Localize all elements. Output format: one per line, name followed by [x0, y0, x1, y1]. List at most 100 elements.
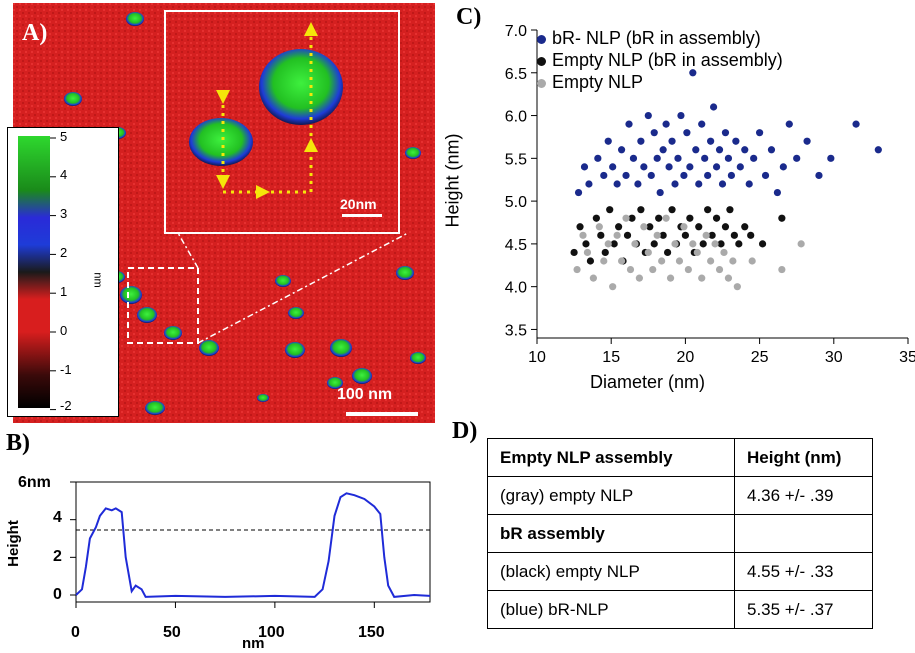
scatter-point-series-2 [649, 265, 657, 274]
scatter-point-series-1 [659, 231, 667, 239]
scatter-point-series-0 [736, 163, 744, 171]
zoom-inset [164, 10, 400, 234]
scatter-point-series-2 [689, 240, 697, 248]
scatter-point-series-1 [704, 206, 712, 214]
panel-letter-b: B) [6, 430, 30, 456]
scatter-point-series-0 [701, 154, 709, 162]
scatter-point-series-0 [671, 180, 679, 188]
colorbar-tick: 1 [60, 284, 68, 299]
scatter-point-series-1 [778, 214, 786, 222]
scatter-point-series-2 [589, 274, 597, 282]
scatter-point-series-0 [695, 180, 703, 188]
table-cell: (black) empty NLP [487, 552, 735, 591]
scatter-point-series-2 [748, 257, 756, 265]
scatter-point-series-2 [640, 223, 648, 231]
profile-path [221, 27, 313, 194]
table-row: bR assembly [487, 514, 873, 553]
scatter-point-series-0 [815, 171, 823, 180]
table-row: Empty NLP assembly Height (nm) [487, 438, 873, 477]
colorbar-tick: -2 [60, 398, 72, 413]
scatter-point-series-1 [628, 214, 636, 222]
scatter-point-series-2 [622, 214, 630, 222]
particle [137, 307, 157, 323]
zoom-region-box [127, 267, 199, 344]
scatter-y-tick: 7.0 [505, 23, 527, 40]
panel-letter-c: C) [456, 4, 482, 30]
scatter-point-series-0 [732, 137, 740, 145]
colorbar-tick: 5 [60, 129, 68, 144]
profile-x-tick: 0 [71, 624, 80, 641]
legend-label: Empty NLP [552, 72, 644, 92]
path-arrowheads [216, 22, 318, 199]
scatter-point-series-2 [720, 248, 728, 257]
scatter-y-tick: 5.5 [505, 151, 527, 168]
scatter-point-series-2 [595, 223, 603, 231]
scatter-ylabel: Height (nm) [442, 133, 463, 228]
scatter-point-series-2 [666, 274, 675, 282]
scatter-point-series-2 [573, 265, 581, 274]
scatter-point-series-1 [597, 231, 605, 239]
scatter-point-series-1 [582, 240, 590, 248]
scatter-x-tick: 15 [602, 349, 620, 366]
scatter-point-series-0 [622, 171, 630, 180]
scatter-point-series-0 [785, 120, 793, 128]
scatter-y-tick: 6.5 [505, 66, 527, 83]
particle [275, 275, 291, 287]
particle [164, 326, 182, 340]
profile-ylabel: Height [4, 520, 22, 567]
scatter-point-series-2 [693, 248, 701, 257]
scatter-point-series-0 [613, 180, 621, 188]
colorbar-tick: 4 [60, 167, 68, 182]
profile-y-tick: 0 [53, 586, 62, 603]
scatter-point-series-2 [729, 257, 737, 265]
height-profile-chart [70, 481, 431, 608]
scatter-point-series-0 [745, 180, 753, 188]
panel-letter-d: D) [452, 418, 478, 444]
scatter-point-series-2 [724, 274, 733, 282]
scatter-point-series-2 [635, 274, 643, 282]
scatter-point-series-0 [874, 146, 882, 154]
colorbar-tick: 3 [60, 206, 68, 221]
scatter-point-series-1 [650, 240, 658, 248]
scatter-point-series-2 [613, 231, 621, 239]
scatter-point-series-0 [574, 188, 583, 197]
scatter-point-series-2 [662, 214, 670, 222]
inset-scale-label: 20nm [340, 196, 377, 212]
scatter-point-series-0 [647, 171, 655, 180]
scatter-point-series-1 [695, 223, 703, 231]
scatter-y-tick: 3.5 [505, 322, 527, 339]
scatter-point-series-0 [650, 129, 658, 137]
scatter-xlabel: Diameter (nm) [590, 372, 706, 392]
scatter-point-series-0 [683, 129, 691, 137]
scatter-x-tick: 10 [528, 349, 546, 366]
scatter-point-series-0 [827, 154, 835, 162]
scatter-point-series-1 [592, 214, 600, 222]
scatter-point-series-2 [702, 231, 710, 239]
scatter-point-series-0 [594, 154, 602, 162]
scatter-point-series-1 [668, 206, 676, 214]
scatter-point-series-2 [733, 283, 741, 291]
table-row: (blue) bR-NLP 5.35 +/- .37 [487, 590, 873, 629]
scatter-point-series-0 [659, 146, 667, 154]
table-cell: (gray) empty NLP [487, 476, 735, 515]
particle [257, 394, 269, 402]
scatter-point-series-1 [570, 248, 578, 257]
scatter-point-series-1 [721, 223, 730, 231]
scatter-point-series-2 [626, 265, 635, 274]
scatter-y-tick: 4.0 [505, 280, 527, 297]
particle [327, 377, 343, 389]
particle [410, 352, 426, 364]
scatter-point-series-2 [797, 240, 805, 248]
scatter-point-series-2 [644, 248, 652, 257]
inset-particle-small [189, 118, 253, 166]
scatter-point-series-0 [585, 180, 593, 188]
scatter-point-series-1 [586, 257, 595, 265]
particle [145, 401, 165, 415]
scatter-point-series-1 [610, 240, 618, 248]
scatter-point-series-0 [677, 111, 685, 120]
scatter-point-series-0 [637, 137, 645, 145]
scatter-point-series-0 [634, 180, 642, 188]
scatter-point-series-2 [600, 257, 608, 265]
particle [64, 92, 82, 106]
inset-image [166, 12, 398, 232]
